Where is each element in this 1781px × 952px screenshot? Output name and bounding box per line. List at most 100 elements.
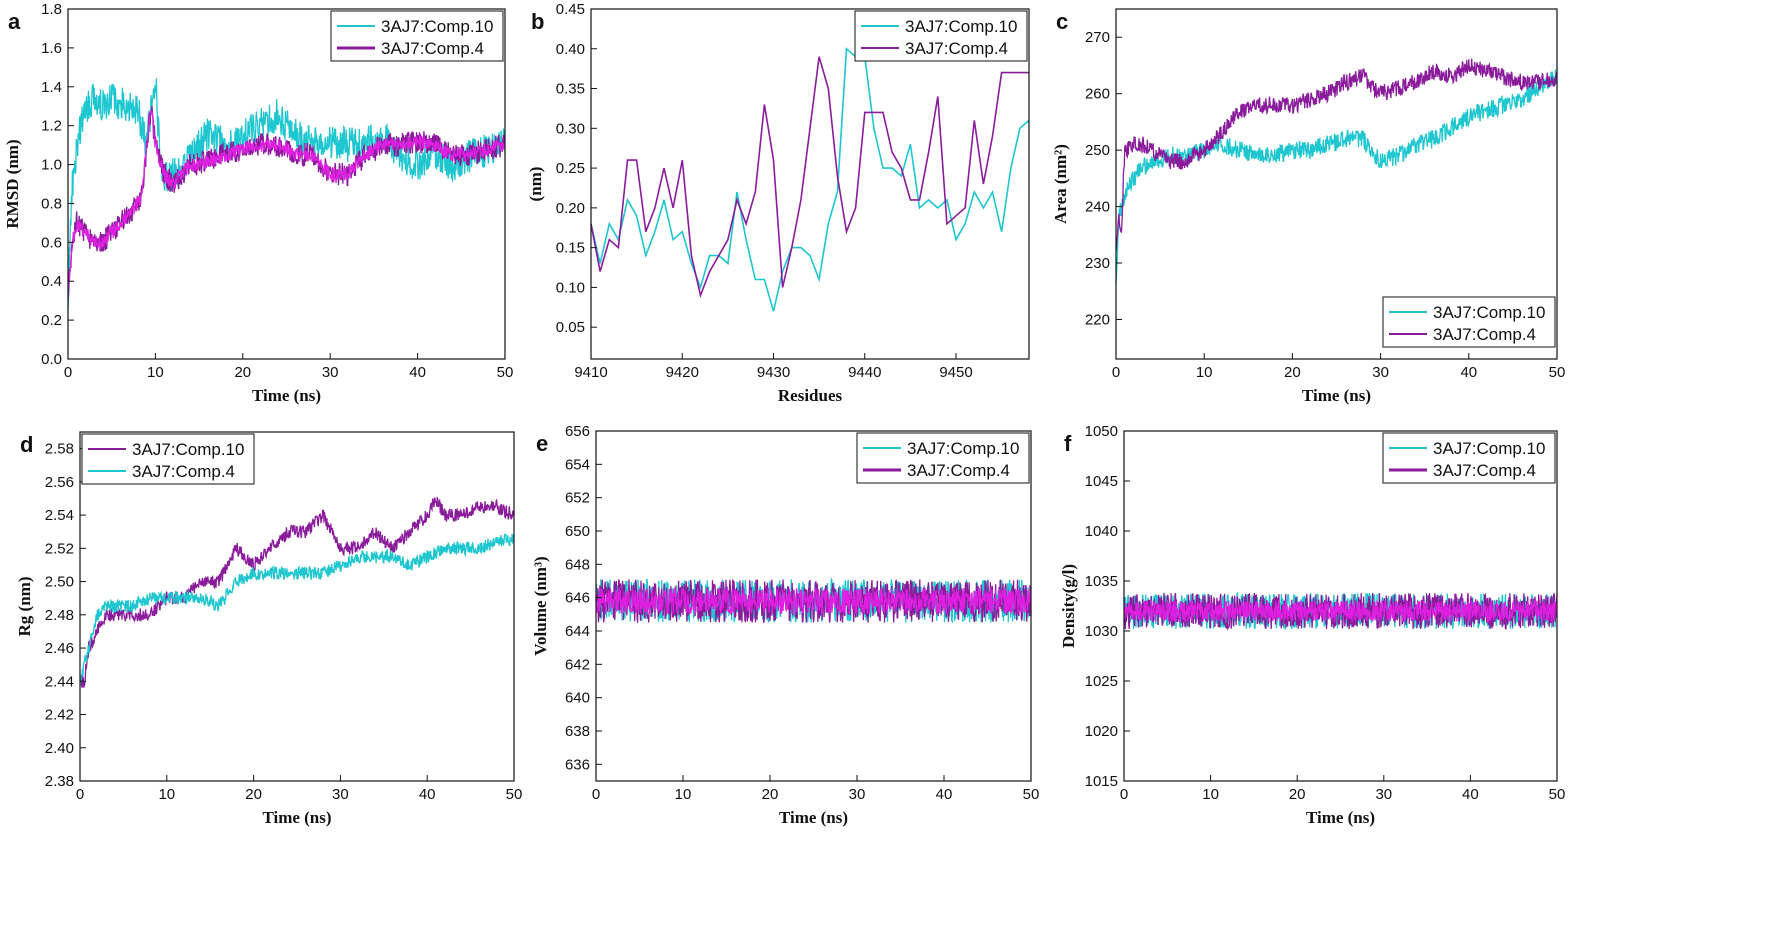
legend: 3AJ7:Comp.10 3AJ7:Comp.4 <box>1382 432 1556 484</box>
y-tick-label: 1.0 <box>41 157 62 174</box>
legend: 3AJ7:Comp.10 3AJ7:Comp.4 <box>81 433 255 485</box>
y-tick-label: 0.8 <box>41 195 62 212</box>
y-tick-label: 1.8 <box>41 1 62 18</box>
x-axis-title: Time (ns) <box>252 386 321 405</box>
legend-label: 3AJ7:Comp.4 <box>381 39 484 58</box>
x-tick-label: 9420 <box>666 364 699 381</box>
y-tick-label: 2.56 <box>45 474 74 491</box>
y-tick-label: 0.35 <box>556 81 585 98</box>
x-axis-title: Residues <box>778 386 843 405</box>
y-tick-label: 2.38 <box>45 773 74 790</box>
plot-frame <box>590 8 1030 360</box>
legend-box <box>330 10 504 62</box>
legend-label: 3AJ7:Comp.4 <box>1433 325 1536 344</box>
y-axis-title: Area (nm²) <box>1051 144 1070 224</box>
x-tick-label: 10 <box>1196 364 1213 381</box>
x-tick-label: 20 <box>245 786 262 803</box>
y-tick-label: 230 <box>1085 255 1110 272</box>
legend-label: 3AJ7:Comp.10 <box>1433 303 1545 322</box>
x-tick-label: 10 <box>147 364 164 381</box>
y-tick-label: 250 <box>1085 142 1110 159</box>
legend-label: 3AJ7:Comp.4 <box>1433 461 1536 480</box>
series-comp4 <box>595 578 1032 623</box>
x-axis-title: Time (ns) <box>262 808 331 827</box>
y-tick-label: 0.2 <box>41 312 62 329</box>
panel-letter: b <box>531 9 544 34</box>
y-tick-label: 652 <box>565 490 590 507</box>
y-tick-label: 1025 <box>1085 673 1118 690</box>
series-comp10 <box>595 577 1032 624</box>
panel-letter: d <box>20 432 33 457</box>
x-axis-title: Time (ns) <box>1306 808 1375 827</box>
legend-label: 3AJ7:Comp.4 <box>132 462 235 481</box>
series-line <box>590 47 1030 312</box>
x-tick-label: 40 <box>1460 364 1477 381</box>
y-tick-label: 1050 <box>1085 423 1118 440</box>
x-axis-title: Time (ns) <box>779 808 848 827</box>
x-tick-label: 50 <box>1549 786 1566 803</box>
series-line <box>79 496 515 688</box>
y-tick-label: 0.6 <box>41 234 62 251</box>
y-tick-label: 644 <box>565 623 590 640</box>
y-tick-label: 0.05 <box>556 319 585 336</box>
y-tick-label: 648 <box>565 556 590 573</box>
x-tick-label: 0 <box>1120 786 1128 803</box>
y-tick-label: 640 <box>565 690 590 707</box>
x-tick-label: 9450 <box>939 364 972 381</box>
series-comp10 <box>1115 69 1558 284</box>
x-tick-label: 50 <box>1023 786 1040 803</box>
y-tick-label: 1.4 <box>41 79 62 96</box>
x-tick-label: 20 <box>1289 786 1306 803</box>
y-tick-label: 260 <box>1085 86 1110 103</box>
y-tick-label: 0.30 <box>556 120 585 137</box>
plot-frame <box>79 431 515 782</box>
y-tick-label: 2.46 <box>45 640 74 657</box>
series-comp10 <box>79 496 515 688</box>
x-tick-label: 10 <box>158 786 175 803</box>
y-tick-label: 0.40 <box>556 41 585 58</box>
series-line <box>1115 69 1558 284</box>
x-tick-label: 40 <box>1462 786 1479 803</box>
x-tick-label: 9430 <box>757 364 790 381</box>
panel-letter: a <box>8 9 21 34</box>
x-tick-label: 0 <box>1112 364 1120 381</box>
chart-panel-a: 0 10 20 30 40 50 0.0 0.2 0.4 0.6 0.8 1.0 1.2 1.4 1.6 1.… <box>3 1 513 405</box>
y-tick-label: 2.50 <box>45 574 74 591</box>
y-tick-label: 1.2 <box>41 118 62 135</box>
y-tick-label: 270 <box>1085 29 1110 46</box>
x-tick-label: 10 <box>1202 786 1219 803</box>
plot-frame <box>67 8 506 360</box>
y-tick-label: 0.25 <box>556 160 585 177</box>
x-tick-label: 9440 <box>848 364 881 381</box>
y-tick-label: 1.6 <box>41 40 62 57</box>
legend-label: 3AJ7:Comp.10 <box>1433 439 1545 458</box>
y-tick-label: 2.52 <box>45 540 74 557</box>
legend-box <box>854 10 1028 62</box>
x-tick-label: 30 <box>332 786 349 803</box>
y-tick-label: 2.44 <box>45 673 74 690</box>
series-comp4 <box>1123 592 1558 631</box>
x-tick-label: 40 <box>936 786 953 803</box>
series-line-overlay <box>595 587 1032 615</box>
y-tick-label: 2.40 <box>45 740 74 757</box>
y-tick-label: 2.54 <box>45 507 74 524</box>
x-tick-label: 40 <box>419 786 436 803</box>
y-tick-label: 650 <box>565 523 590 540</box>
legend-box <box>81 433 255 485</box>
x-tick-label: 30 <box>1375 786 1392 803</box>
y-tick-label: 240 <box>1085 199 1110 216</box>
series-comp4 <box>1115 58 1558 252</box>
y-tick-label: 642 <box>565 656 590 673</box>
panel-letter: c <box>1056 9 1068 34</box>
series-comp10 <box>67 78 506 311</box>
series-comp4 <box>67 105 506 302</box>
y-tick-label: 638 <box>565 723 590 740</box>
legend-label: 3AJ7:Comp.4 <box>905 39 1008 58</box>
y-tick-label: 646 <box>565 590 590 607</box>
legend-box <box>1382 432 1556 484</box>
y-tick-label: 1020 <box>1085 723 1118 740</box>
y-tick-label: 636 <box>565 756 590 773</box>
y-tick-label: 0.4 <box>41 273 62 290</box>
y-tick-label: 0.15 <box>556 240 585 257</box>
